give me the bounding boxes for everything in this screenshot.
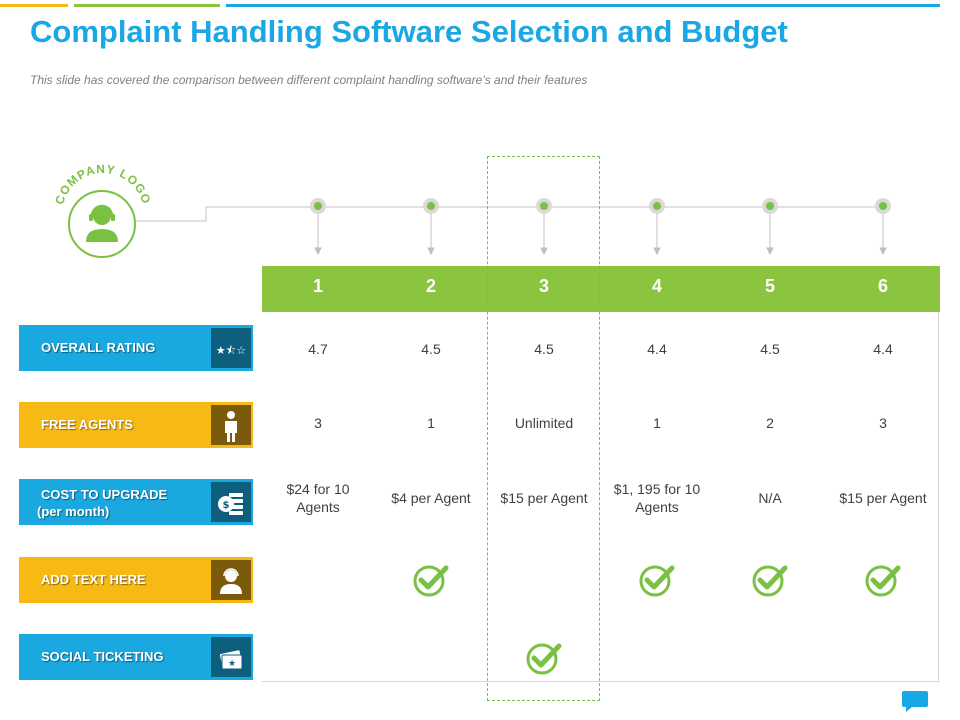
cost-cell-line: $4 per Agent (391, 490, 471, 506)
free-agents-cell-1: 3 (314, 415, 322, 431)
headset-user-icon (86, 204, 118, 242)
accent-line-green (74, 4, 220, 7)
free-agents-cell-6: 3 (879, 415, 887, 431)
free-agents-cell-5: 2 (766, 415, 774, 431)
timeline-node-3 (536, 198, 552, 214)
cost-cell-line: $1, 195 for 10 (613, 481, 701, 497)
cost-cell-4: $1, 195 for 10 Agents (601, 480, 713, 516)
svg-text:★⯪☆: ★⯪☆ (216, 344, 246, 357)
rating-cell-4: 4.4 (647, 341, 667, 357)
row-label-free-agents: FREE AGENTS (19, 402, 253, 448)
timeline-connector (132, 206, 887, 256)
check-mark-icon (413, 565, 449, 597)
column-header-2: 2 (425, 276, 436, 296)
row-label-text: ADD TEXT HERE (41, 572, 146, 587)
row-label-text: COST TO UPGRADE (per month) (37, 486, 167, 520)
highlighted-column-frame (487, 156, 600, 701)
timeline-node-1 (310, 198, 326, 214)
check-mark-icon (865, 565, 901, 597)
accent-line-yellow (0, 4, 68, 7)
cost-cell-3: $15 per Agent (488, 489, 600, 507)
row-label-line-1: COST TO UPGRADE (41, 487, 168, 502)
check-mark-icon (639, 565, 675, 597)
cost-cell-1: $24 for 10 Agents (262, 480, 374, 516)
rating-cell-3: 4.5 (534, 341, 554, 357)
free-agents-cell-4: 1 (653, 415, 661, 431)
column-header-bar (262, 266, 940, 312)
slide-subtitle: This slide has covered the comparison be… (30, 73, 588, 87)
free-agents-cell-3: Unlimited (514, 415, 574, 431)
ticket-icon: ★ (211, 637, 251, 677)
company-logo-text: COMPANY LOGO (52, 162, 153, 206)
row-label-social-ticketing: SOCIAL TICKETING ★ (19, 634, 253, 680)
svg-text:★: ★ (228, 659, 236, 669)
free-agents-cell-2: 1 (427, 415, 435, 431)
cost-cell-line: $24 for 10 (286, 481, 350, 497)
check-mark-icon (526, 643, 562, 675)
timeline-node-2 (423, 198, 439, 214)
row-label-overall-rating: OVERALL RATING ★⯪☆ (19, 325, 253, 371)
row-label-line-2: (per month) (37, 504, 110, 519)
row-label-add-text-here: ADD TEXT HERE (19, 557, 253, 603)
money-stack-icon: $ (211, 482, 251, 522)
cost-cell-line: Agents (296, 499, 340, 515)
row-label-text: SOCIAL TICKETING (41, 649, 164, 664)
svg-text:COMPANY LOGO: COMPANY LOGO (52, 162, 153, 206)
column-header-4: 4 (651, 276, 662, 296)
cost-cell-line: N/A (758, 490, 782, 506)
agent-person-icon (211, 405, 251, 445)
headset-user-icon (211, 560, 251, 600)
star-rating-icon: ★⯪☆ (211, 328, 251, 368)
rating-cell-6: 4.4 (873, 341, 893, 357)
cost-cell-2: $4 per Agent (375, 489, 487, 507)
column-header-6: 6 (877, 276, 888, 296)
column-header-5: 5 (764, 276, 775, 296)
table-border-bottom (262, 681, 939, 682)
slide-title: Complaint Handling Software Selection an… (30, 14, 788, 49)
accent-line-blue (226, 4, 940, 7)
timeline-node-6 (875, 198, 891, 214)
row-label-text: FREE AGENTS (41, 417, 133, 432)
cost-cell-6: $15 per Agent (827, 489, 939, 507)
rating-cell-5: 4.5 (760, 341, 780, 357)
cost-cell-line: $15 per Agent (500, 490, 588, 506)
cost-cell-line: $15 per Agent (839, 490, 927, 506)
row-label-text: OVERALL RATING (41, 340, 156, 355)
table-border-right (938, 312, 939, 682)
row-label-cost-to-upgrade: COST TO UPGRADE (per month) $ (19, 479, 253, 525)
chat-bubble-icon (902, 691, 928, 712)
rating-cell-2: 4.5 (421, 341, 441, 357)
cost-cell-5: N/A (714, 489, 826, 507)
column-header-3: 3 (538, 276, 549, 296)
check-mark-icon (752, 565, 788, 597)
cost-cell-line: Agents (635, 499, 679, 515)
timeline-node-4 (649, 198, 665, 214)
timeline-node-5 (762, 198, 778, 214)
company-logo (68, 190, 136, 258)
rating-cell-1: 4.7 (308, 341, 328, 357)
column-header-1: 1 (312, 276, 323, 296)
svg-text:$: $ (223, 500, 230, 511)
